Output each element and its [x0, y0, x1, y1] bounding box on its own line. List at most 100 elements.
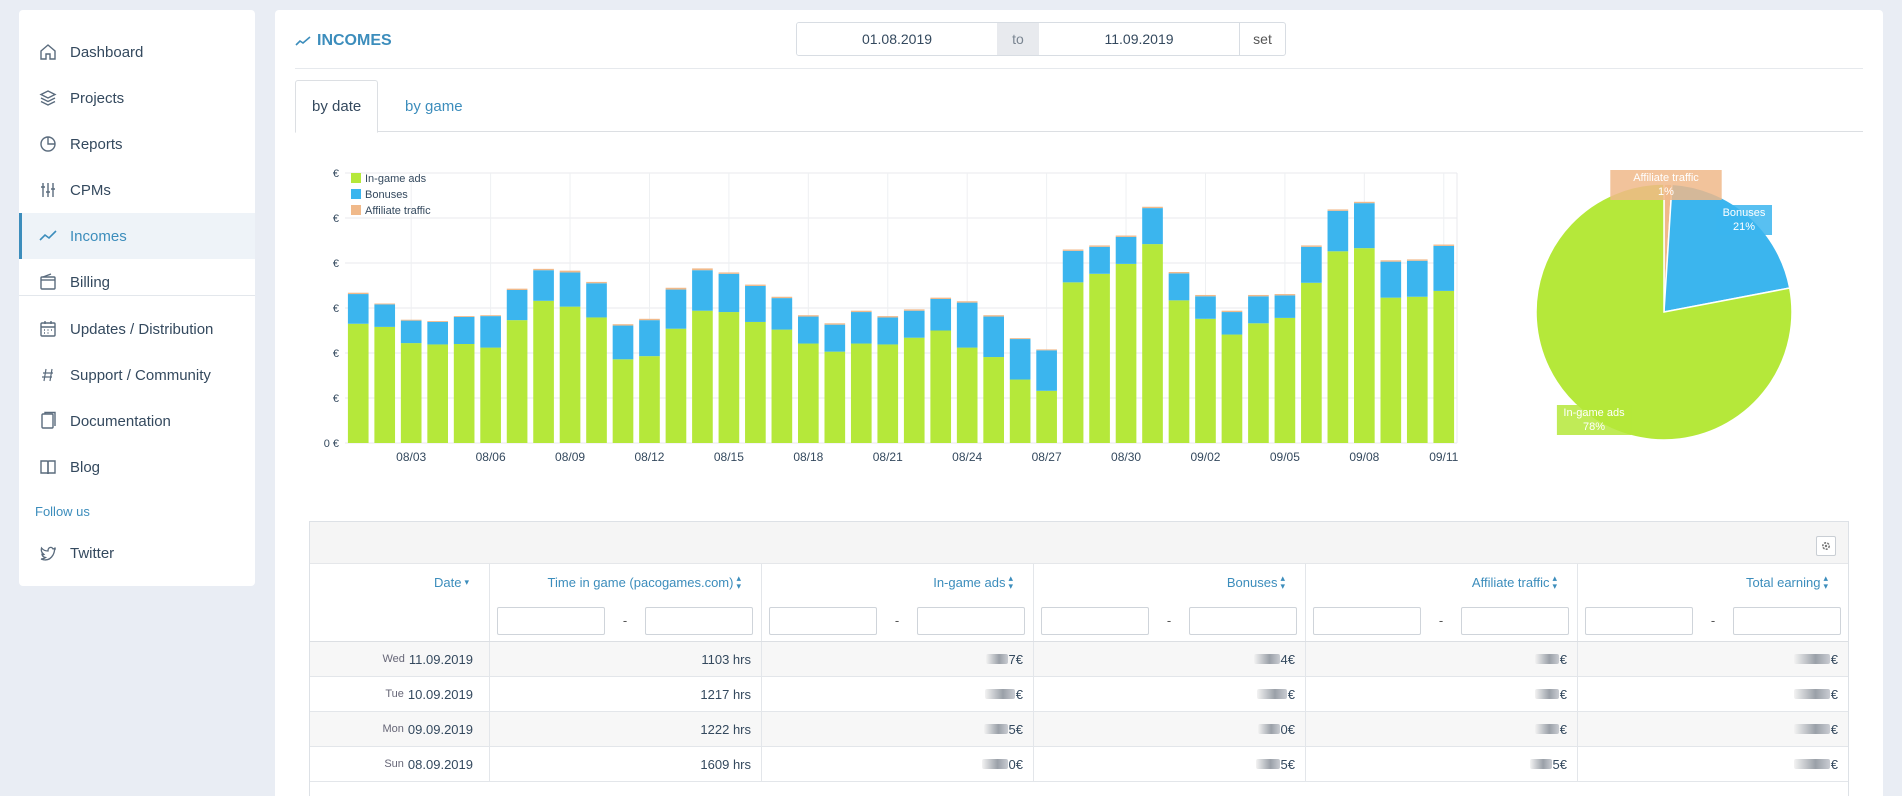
bar-segment[interactable] — [1221, 310, 1243, 313]
bar-segment[interactable] — [903, 309, 925, 311]
bar-segment[interactable] — [1089, 246, 1110, 274]
bar-segment[interactable] — [400, 343, 422, 443]
bar-segment[interactable] — [798, 315, 819, 317]
sidebar-item-incomes[interactable]: Incomes — [19, 213, 255, 259]
table-settings-button[interactable] — [1816, 536, 1836, 556]
bar-segment[interactable] — [1009, 379, 1031, 443]
sidebar-item-blog[interactable]: Blog — [19, 444, 255, 490]
tab-by-game[interactable]: by game — [405, 97, 463, 115]
bar-segment[interactable] — [533, 270, 554, 301]
filter-max-input[interactable] — [1461, 606, 1569, 635]
bar-segment[interactable] — [1115, 236, 1137, 264]
bar-segment[interactable] — [639, 320, 660, 357]
bar-segment[interactable] — [559, 270, 581, 273]
bar-segment[interactable] — [1433, 290, 1455, 443]
bar-segment[interactable] — [1248, 294, 1269, 297]
table-row[interactable]: Tue 10.09.2019 1217 hrs € € € € — [310, 677, 1848, 712]
bar-segment[interactable] — [692, 268, 713, 271]
bar-segment[interactable] — [1062, 250, 1084, 283]
column-header-affiliate[interactable]: Affiliate traffic ▴ ▾ — [1306, 564, 1578, 600]
bar-segment[interactable] — [1248, 323, 1269, 443]
bar-segment[interactable] — [1327, 209, 1349, 211]
sidebar-item-dashboard[interactable]: Dashboard — [19, 29, 255, 75]
bar-segment[interactable] — [930, 297, 952, 299]
bar-segment[interactable] — [506, 320, 528, 443]
bar-segment[interactable] — [798, 316, 819, 344]
bar-segment[interactable] — [718, 272, 740, 274]
bar-segment[interactable] — [506, 288, 528, 290]
bar-segment[interactable] — [1248, 296, 1269, 324]
filter-max-input[interactable] — [1733, 606, 1841, 635]
bar-segment[interactable] — [639, 318, 660, 321]
bar-segment[interactable] — [1036, 350, 1057, 391]
bar-segment[interactable] — [1301, 245, 1322, 247]
bar-segment[interactable] — [771, 296, 793, 299]
bar-segment[interactable] — [612, 324, 634, 326]
bar-segment[interactable] — [1195, 318, 1216, 443]
bar-segment[interactable] — [824, 324, 846, 352]
column-header-date[interactable]: Date ▾ — [310, 564, 490, 600]
bar-segment[interactable] — [745, 284, 766, 286]
filter-min-input[interactable] — [1313, 606, 1421, 635]
bar-segment[interactable] — [745, 321, 766, 443]
bar-segment[interactable] — [374, 304, 396, 327]
bar-segment[interactable] — [956, 302, 978, 348]
column-header-bonuses[interactable]: Bonuses ▴ ▾ — [1034, 564, 1306, 600]
sidebar-item-projects[interactable]: Projects — [19, 75, 255, 121]
bar-segment[interactable] — [983, 316, 1004, 358]
bar-segment[interactable] — [1406, 259, 1428, 261]
bar-segment[interactable] — [983, 315, 1004, 317]
bar-segment[interactable] — [692, 270, 713, 311]
sidebar-item-updates[interactable]: Updates / Distribution — [19, 306, 255, 352]
bar-segment[interactable] — [824, 351, 846, 443]
bar-segment[interactable] — [1221, 334, 1243, 443]
sidebar-item-twitter[interactable]: Twitter — [19, 530, 255, 576]
bar-segment[interactable] — [930, 330, 952, 444]
bar-segment[interactable] — [427, 344, 448, 443]
bar-segment[interactable] — [347, 292, 369, 295]
bar-segment[interactable] — [956, 301, 978, 303]
filter-max-input[interactable] — [917, 606, 1025, 635]
filter-min-input[interactable] — [769, 606, 877, 635]
bar-segment[interactable] — [1354, 203, 1375, 249]
table-row[interactable]: Sun 08.09.2019 1609 hrs 0€ 5€ 5€ € — [310, 747, 1848, 782]
bar-segment[interactable] — [533, 268, 554, 271]
bar-segment[interactable] — [718, 273, 740, 313]
bar-segment[interactable] — [1433, 244, 1455, 246]
bar-segment[interactable] — [374, 303, 396, 305]
sidebar-item-reports[interactable]: Reports — [19, 121, 255, 167]
bar-segment[interactable] — [1062, 249, 1084, 251]
bar-segment[interactable] — [665, 289, 687, 329]
bar-segment[interactable] — [347, 323, 369, 443]
bar-segment[interactable] — [983, 357, 1004, 443]
column-header-ingame[interactable]: In-game ads ▴ ▾ — [762, 564, 1034, 600]
bar-segment[interactable] — [1274, 317, 1296, 443]
bar-segment[interactable] — [877, 317, 899, 345]
bar-segment[interactable] — [453, 317, 475, 344]
bar-segment[interactable] — [559, 306, 581, 443]
bar-segment[interactable] — [850, 343, 872, 443]
bar-segment[interactable] — [956, 347, 978, 443]
bar-segment[interactable] — [1380, 260, 1402, 262]
date-from-input[interactable] — [797, 23, 997, 55]
bar-segment[interactable] — [1327, 210, 1349, 252]
filter-max-input[interactable] — [645, 606, 753, 635]
bar-segment[interactable] — [1406, 260, 1428, 297]
bar-segment[interactable] — [1115, 263, 1137, 443]
bar-segment[interactable] — [930, 299, 952, 331]
bar-segment[interactable] — [1327, 251, 1349, 443]
bar-segment[interactable] — [1380, 261, 1402, 298]
bar-segment[interactable] — [824, 323, 846, 325]
bar-segment[interactable] — [427, 321, 448, 345]
bar-segment[interactable] — [1062, 282, 1084, 443]
bar-segment[interactable] — [427, 321, 448, 322]
bar-segment[interactable] — [480, 315, 501, 317]
sidebar-item-support[interactable]: Support / Community — [19, 352, 255, 398]
bar-segment[interactable] — [480, 347, 501, 443]
bar-segment[interactable] — [1354, 201, 1375, 204]
bar-segment[interactable] — [1380, 297, 1402, 443]
bar-segment[interactable] — [903, 337, 925, 443]
bar-segment[interactable] — [1274, 294, 1296, 296]
bar-segment[interactable] — [1301, 282, 1322, 443]
column-header-total[interactable]: Total earning ▴ ▾ — [1578, 564, 1848, 600]
